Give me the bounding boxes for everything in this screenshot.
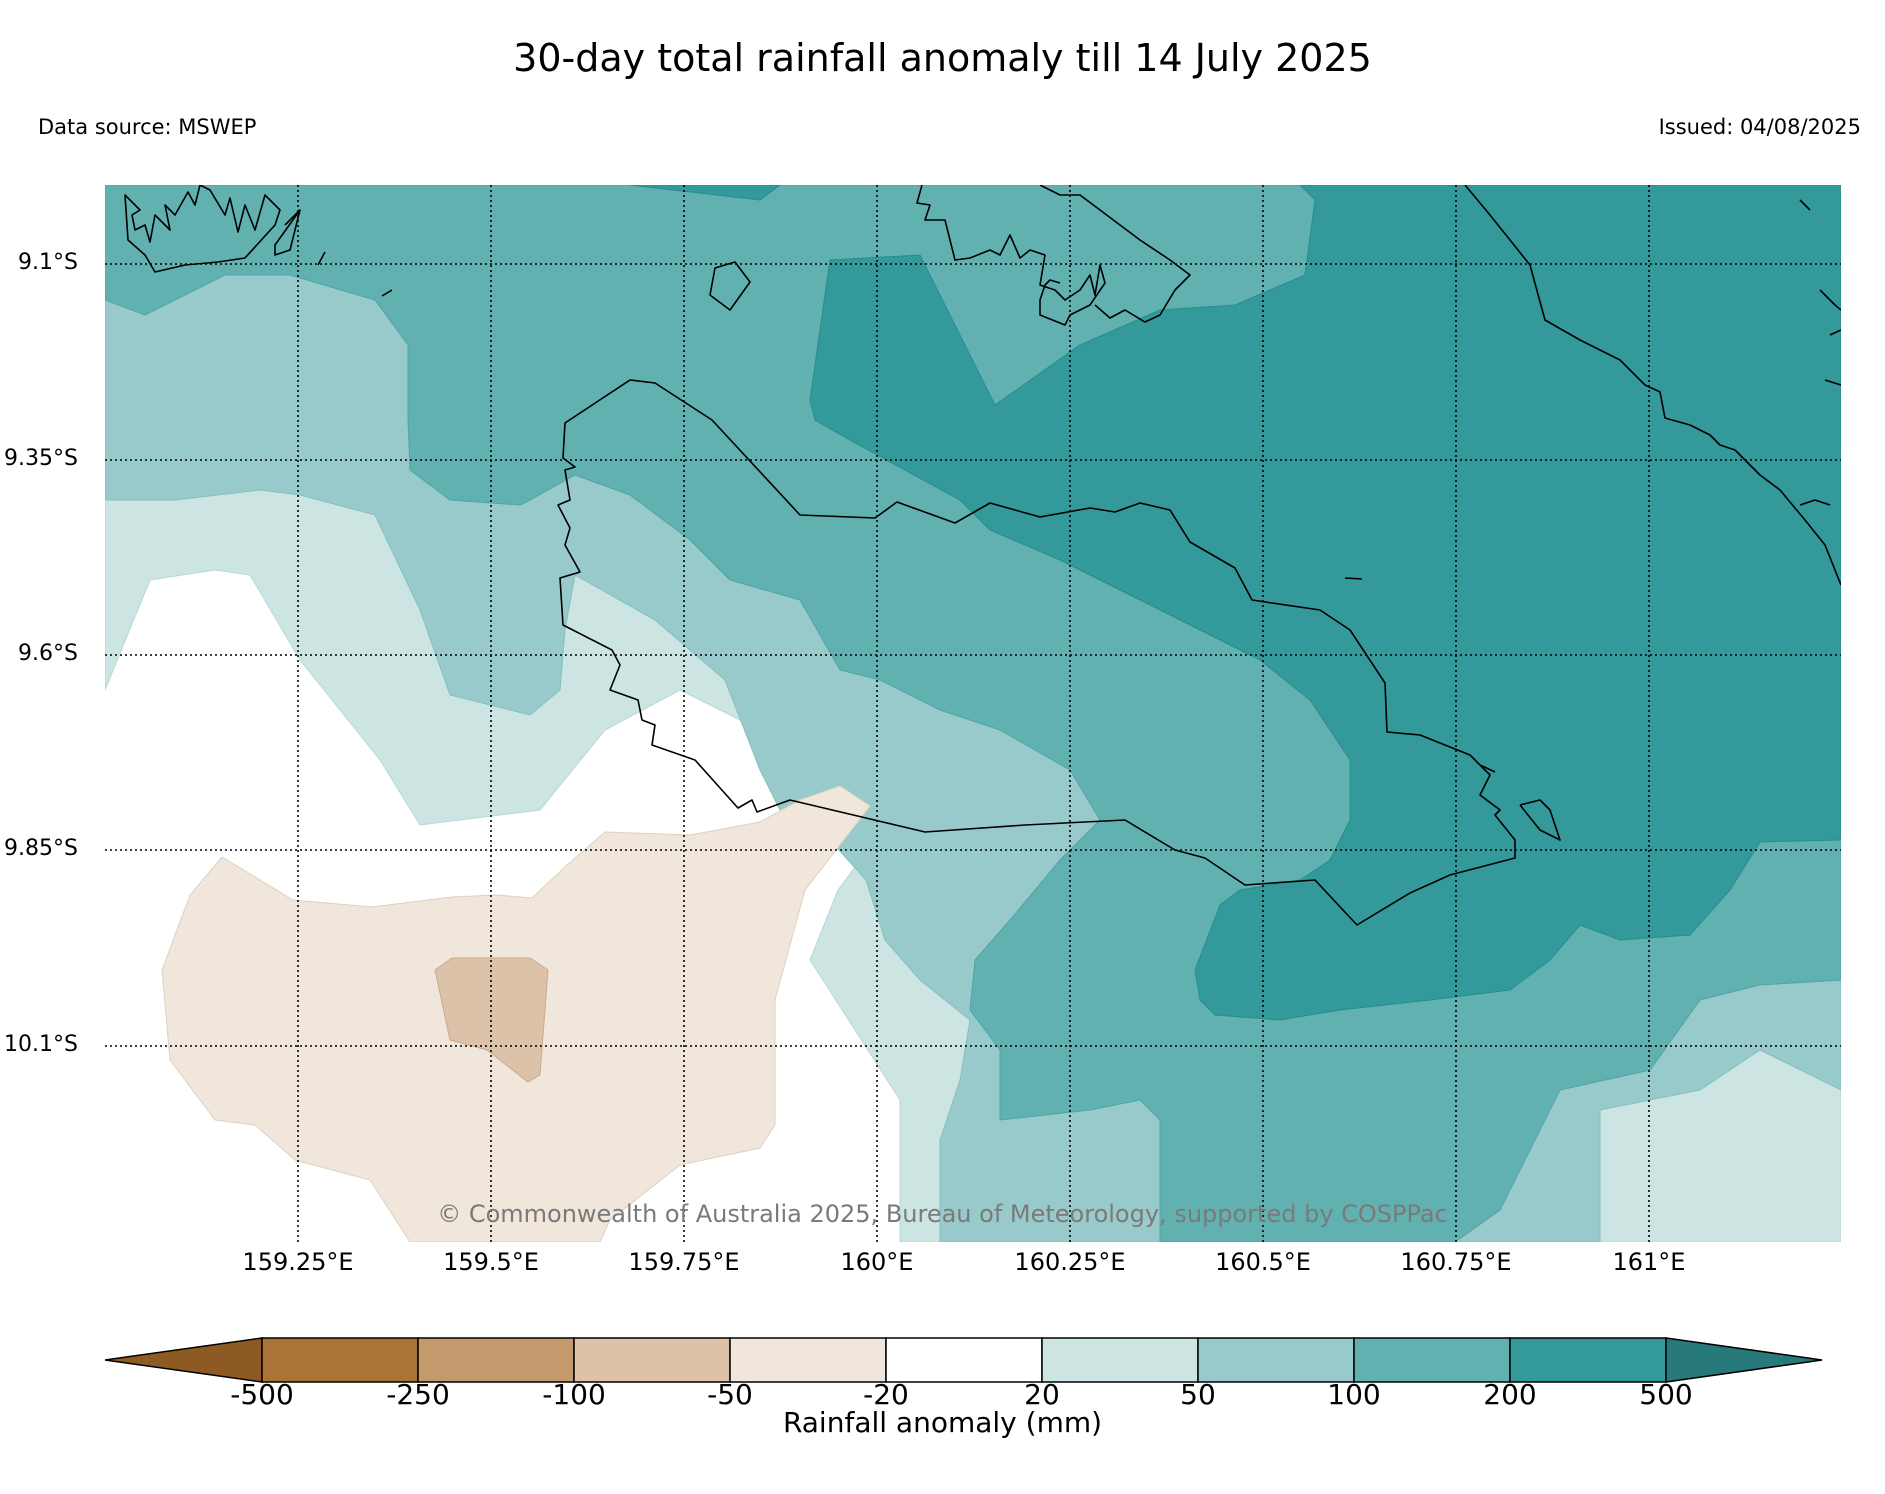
colorbar-segment: [573, 1337, 731, 1383]
colorbar-segment: [885, 1337, 1043, 1383]
lat-label: 10.1°S: [4, 1032, 78, 1057]
colorbar-segment: [1509, 1337, 1667, 1383]
colorbar-segment: [1197, 1337, 1355, 1383]
lon-label: 159.75°E: [628, 1248, 740, 1276]
colorbar-tick-label: -500: [230, 1378, 294, 1411]
lon-label: 159.5°E: [443, 1248, 539, 1276]
lon-label: 161°E: [1612, 1248, 1686, 1276]
colorbar-tick-label: 100: [1327, 1378, 1381, 1411]
lon-label: 160.25°E: [1014, 1248, 1126, 1276]
data-source-label: Data source: MSWEP: [38, 115, 257, 139]
colorbar-tick-label: -50: [707, 1378, 753, 1411]
colorbar-tick-label: 500: [1639, 1378, 1693, 1411]
lat-label: 9.1°S: [18, 250, 78, 275]
lat-label: 9.85°S: [4, 836, 78, 861]
colorbar-tick-label: -250: [386, 1378, 450, 1411]
colorbar-tick-label: 50: [1180, 1378, 1216, 1411]
colorbar-segment: [729, 1337, 887, 1383]
lat-label: 9.6°S: [18, 641, 78, 666]
colorbar: [104, 1337, 1823, 1383]
anomaly-band-200-500: [629, 185, 1841, 1021]
lon-label: 160.5°E: [1215, 1248, 1311, 1276]
lon-label: 159.25°E: [242, 1248, 354, 1276]
lon-label: 160.75°E: [1400, 1248, 1512, 1276]
coastline: [124, 185, 1841, 926]
lon-label: 160°E: [840, 1248, 914, 1276]
lat-label: 9.35°S: [4, 446, 78, 471]
colorbar-title: Rainfall anomaly (mm): [782, 1406, 1103, 1439]
colorbar-segment: [1041, 1337, 1199, 1383]
colorbar-segment: [417, 1337, 575, 1383]
colorbar-segment: [1353, 1337, 1511, 1383]
graticule: [105, 185, 1841, 1242]
colorbar-tick-label: -20: [863, 1378, 909, 1411]
colorbar-tick-label: 20: [1024, 1378, 1060, 1411]
issued-date-label: Issued: 04/08/2025: [1658, 115, 1861, 139]
colorbar-tick-label: -100: [542, 1378, 606, 1411]
colorbar-extend-low: [104, 1337, 263, 1383]
copyright-notice: © Commonwealth of Australia 2025, Bureau…: [437, 1200, 1448, 1228]
colorbar-extend-high: [1665, 1337, 1823, 1383]
colorbar-segment: [261, 1337, 419, 1383]
colorbar-tick-label: 200: [1483, 1378, 1537, 1411]
map-title: 30-day total rainfall anomaly till 14 Ju…: [513, 36, 1372, 80]
